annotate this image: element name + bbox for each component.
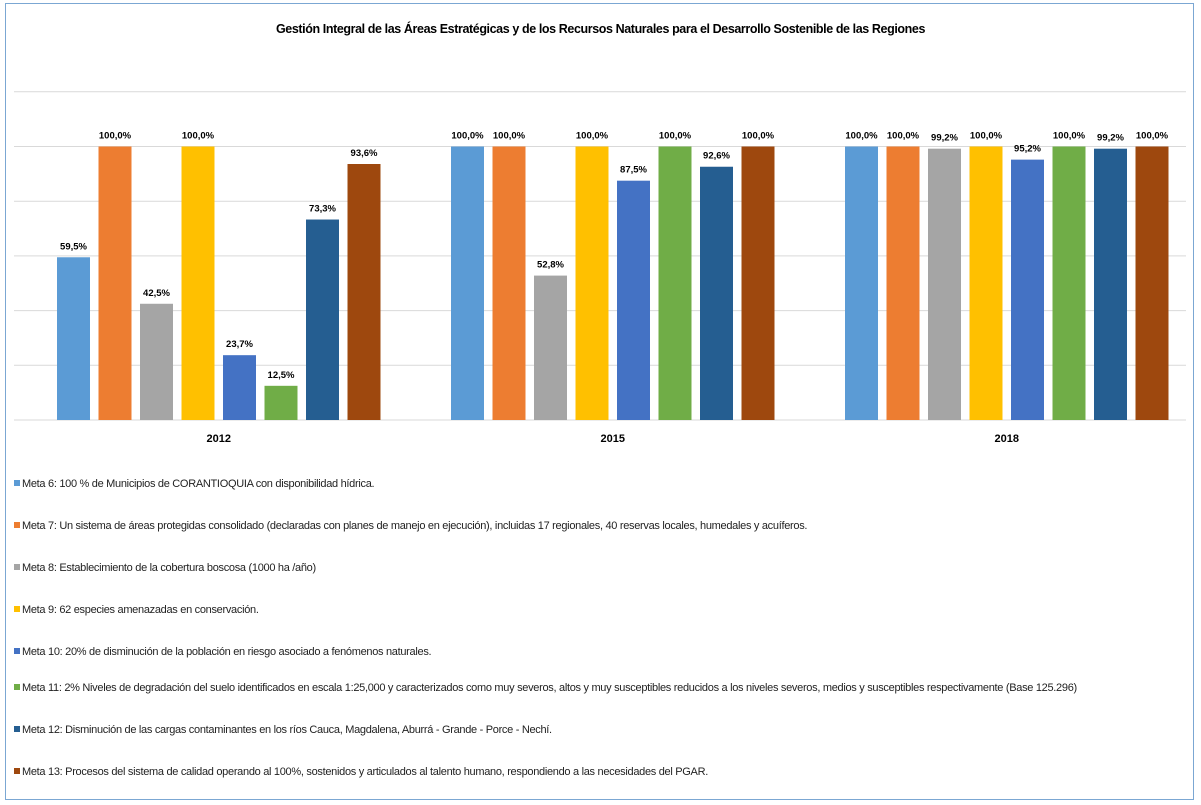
- bar: [575, 146, 609, 420]
- bar: [741, 146, 775, 420]
- legend-label: Meta 12: Disminución de las cargas conta…: [22, 724, 552, 736]
- legend-item: Meta 11: 2% Niveles de degradación del s…: [14, 682, 1192, 694]
- legend-item: Meta 7: Un sistema de áreas protegidas c…: [14, 520, 1192, 532]
- bar: [700, 166, 733, 420]
- data-label: 100,0%: [576, 131, 609, 142]
- bar: [1011, 159, 1044, 421]
- legend-swatch: [14, 522, 20, 528]
- bar: [886, 146, 920, 420]
- legend-swatch: [14, 648, 20, 654]
- data-label: 100,0%: [99, 131, 132, 142]
- bar: [1052, 146, 1086, 420]
- legend-swatch: [14, 564, 20, 570]
- legend-swatch: [14, 726, 20, 732]
- bar: [1094, 148, 1127, 421]
- legend-item: Meta 8: Establecimiento de la cobertura …: [14, 562, 1192, 574]
- x-tick-label: 2018: [995, 433, 1019, 445]
- bar: [534, 275, 567, 420]
- bar: [492, 146, 526, 420]
- x-tick-label: 2012: [207, 433, 231, 445]
- data-label: 92,6%: [703, 151, 730, 162]
- legend-swatch: [14, 684, 20, 690]
- bar: [98, 146, 132, 420]
- data-label: 99,2%: [1097, 133, 1124, 144]
- data-label: 100,0%: [493, 131, 526, 142]
- legend-item: Meta 12: Disminución de las cargas conta…: [14, 724, 1192, 736]
- bar: [347, 164, 381, 420]
- bar: [969, 146, 1003, 420]
- data-label: 99,2%: [931, 133, 958, 144]
- bar-chart: 59,5% 100,0% 100,0% 100,0% 100,0% 100,0% 42,5%…: [14, 91, 1186, 445]
- bar: [845, 146, 878, 420]
- x-tick-label: 2015: [601, 433, 625, 445]
- data-label: 100,0%: [887, 131, 920, 142]
- data-label: 100,0%: [970, 131, 1003, 142]
- bar: [451, 146, 484, 420]
- legend-label: Meta 9: 62 especies amenazadas en conser…: [22, 604, 259, 616]
- data-label: 100,0%: [845, 131, 878, 142]
- legend-label: Meta 13: Procesos del sistema de calidad…: [22, 766, 708, 778]
- data-label: 42,5%: [143, 288, 170, 299]
- data-label: 59,5%: [60, 241, 87, 252]
- bar: [1135, 146, 1169, 420]
- data-label: 73,3%: [309, 204, 336, 215]
- legend-label: Meta 6: 100 % de Municipios de CORANTIOQ…: [22, 478, 375, 490]
- legend-item: Meta 6: 100 % de Municipios de CORANTIOQ…: [14, 478, 1192, 490]
- legend-swatch: [14, 606, 20, 612]
- data-label: 93,6%: [351, 148, 378, 159]
- data-label: 100,0%: [182, 131, 215, 142]
- bar: [181, 146, 215, 420]
- legend-swatch: [14, 768, 20, 774]
- legend-item: Meta 13: Procesos del sistema de calidad…: [14, 766, 1192, 778]
- data-label: 12,5%: [268, 370, 295, 381]
- data-label: 87,5%: [620, 165, 647, 176]
- data-label: 100,0%: [451, 131, 484, 142]
- legend-label: Meta 7: Un sistema de áreas protegidas c…: [22, 520, 808, 532]
- legend-item: Meta 10: 20% de disminución de la poblac…: [14, 646, 1192, 658]
- bar: [658, 146, 692, 420]
- chart-title: Gestión Integral de las Áreas Estratégic…: [275, 22, 925, 36]
- bar: [264, 385, 298, 420]
- data-label: 23,7%: [226, 339, 253, 350]
- legend-item: Meta 9: 62 especies amenazadas en conser…: [14, 604, 1192, 616]
- bar: [306, 219, 339, 420]
- legend-label: Meta 8: Establecimiento de la cobertura …: [22, 562, 316, 574]
- data-label: 100,0%: [1136, 131, 1169, 142]
- bar: [140, 303, 173, 420]
- legend-swatch: [14, 480, 20, 486]
- data-label: 100,0%: [1053, 131, 1086, 142]
- legend-label: Meta 11: 2% Niveles de degradación del s…: [22, 682, 1077, 694]
- bar: [57, 257, 90, 420]
- data-label: 100,0%: [659, 131, 692, 142]
- legend-label: Meta 10: 20% de disminución de la poblac…: [22, 646, 432, 658]
- data-label: 95,2%: [1014, 144, 1041, 155]
- bar: [617, 180, 650, 420]
- data-label: 100,0%: [742, 131, 775, 142]
- data-label: 52,8%: [537, 260, 564, 271]
- bar: [928, 148, 961, 421]
- bar: [223, 355, 256, 420]
